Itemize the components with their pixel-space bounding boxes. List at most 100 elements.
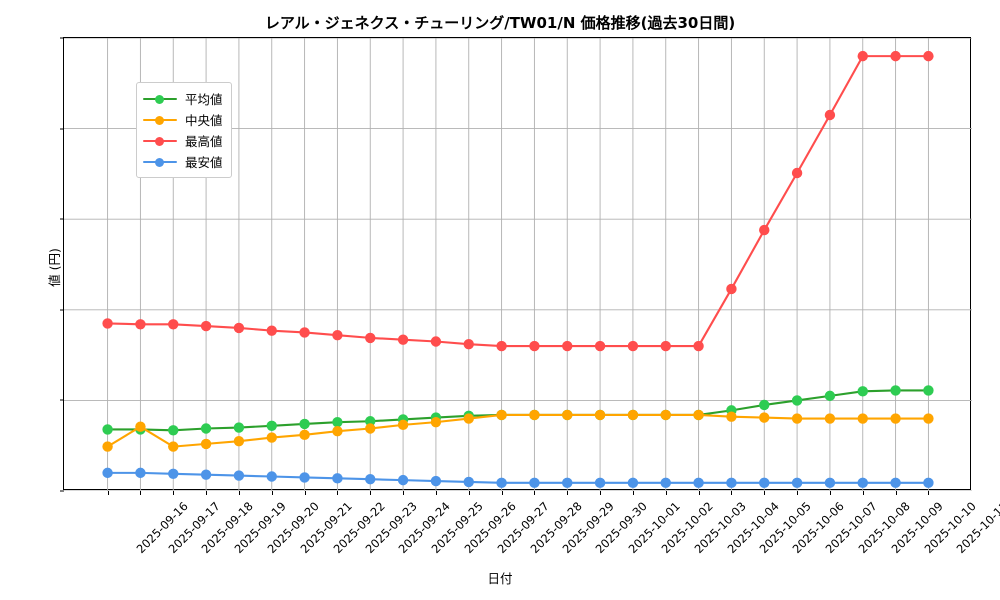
legend-label: 最安値 (185, 155, 223, 170)
x-tick-mark (665, 491, 667, 495)
x-tick-mark (206, 491, 208, 495)
x-tick-mark (107, 491, 109, 495)
series-marker-1 (660, 409, 671, 421)
series-marker-3 (791, 477, 803, 489)
x-tick-mark (337, 491, 339, 495)
series-marker-3 (726, 477, 737, 489)
series-line-0 (106, 389, 930, 432)
x-tick-mark (370, 491, 372, 495)
legend-item-2[interactable]: 最高値 (143, 130, 223, 151)
legend-swatch-icon (143, 134, 177, 148)
series-marker-2 (200, 320, 212, 332)
y-tick-mark (60, 490, 64, 492)
series-marker-0 (824, 390, 836, 402)
series-marker-1 (857, 413, 868, 424)
series-marker-3 (299, 472, 310, 483)
series-marker-2 (562, 340, 573, 352)
series-marker-1 (332, 426, 343, 437)
legend-item-0[interactable]: 平均値 (143, 88, 223, 109)
series-marker-1 (562, 409, 573, 421)
series-marker-2 (299, 327, 310, 338)
series-marker-2 (693, 340, 704, 352)
series-marker-1 (594, 409, 606, 421)
series-marker-2 (463, 339, 474, 350)
series-marker-2 (102, 318, 113, 329)
y-tick-mark (60, 218, 64, 220)
x-tick-mark (600, 491, 602, 495)
legend-label: 平均値 (185, 92, 223, 107)
legend-label: 最高値 (185, 134, 223, 149)
series-marker-3 (923, 477, 934, 489)
series-marker-0 (759, 399, 770, 411)
series-marker-0 (200, 423, 212, 434)
x-tick-mark (304, 491, 306, 495)
legend-swatch-icon (143, 155, 177, 169)
series-marker-0 (233, 422, 245, 433)
series-marker-3 (660, 477, 671, 489)
series-marker-3 (397, 474, 409, 486)
series-marker-3 (135, 467, 146, 479)
series-marker-2 (365, 332, 376, 344)
series-marker-0 (168, 425, 179, 436)
x-tick-mark (829, 491, 831, 495)
series-marker-3 (759, 477, 770, 489)
series-marker-3 (890, 477, 901, 489)
series-marker-2 (430, 336, 442, 347)
series-marker-3 (857, 477, 868, 489)
x-tick-mark (698, 491, 700, 495)
x-tick-mark (173, 491, 175, 495)
series-marker-3 (594, 477, 606, 489)
series-marker-3 (332, 473, 343, 484)
series-marker-3 (627, 477, 639, 489)
series-marker-2 (890, 50, 901, 62)
x-tick-mark (731, 491, 733, 495)
series-marker-3 (562, 477, 573, 489)
series-marker-1 (791, 413, 803, 424)
legend-swatch-icon (143, 113, 177, 127)
x-tick-mark (271, 491, 273, 495)
x-tick-mark (534, 491, 536, 495)
series-marker-2 (266, 325, 277, 336)
x-tick-mark (797, 491, 799, 495)
series-marker-1 (890, 413, 901, 424)
series-marker-3 (102, 467, 113, 479)
series-marker-3 (824, 477, 836, 489)
x-tick-mark (928, 491, 930, 495)
x-tick-mark (403, 491, 405, 495)
series-marker-0 (102, 424, 113, 435)
chart-legend: 平均値中央値最高値最安値 (136, 82, 232, 178)
series-marker-1 (496, 409, 507, 421)
series-marker-1 (135, 421, 146, 432)
legend-dot-icon (155, 136, 164, 146)
series-marker-3 (496, 477, 507, 489)
series-line-2 (106, 55, 930, 348)
series-line-1 (106, 413, 930, 448)
series-marker-3 (693, 477, 704, 489)
series-marker-2 (397, 334, 409, 345)
series-marker-2 (529, 340, 540, 352)
x-tick-mark (764, 491, 766, 495)
series-marker-2 (233, 322, 245, 334)
y-tick-mark (60, 37, 64, 39)
series-marker-3 (233, 470, 245, 481)
legend-label: 中央値 (185, 113, 223, 128)
legend-item-1[interactable]: 中央値 (143, 109, 223, 130)
y-axis-label: 値 (円) (46, 248, 62, 287)
x-tick-mark (501, 491, 503, 495)
series-marker-0 (266, 420, 277, 431)
chart-title: レアル・ジェネクス・チューリング/TW01/N 価格推移(過去30日間) (264, 14, 736, 32)
series-marker-1 (233, 435, 245, 447)
series-marker-2 (332, 329, 343, 341)
series-marker-0 (857, 386, 868, 397)
x-tick-mark (632, 491, 634, 495)
legend-dot-icon (155, 115, 164, 125)
series-marker-3 (463, 476, 474, 488)
plot-svg (64, 38, 972, 491)
y-tick-mark (60, 399, 64, 401)
x-axis-label: 日付 (487, 571, 513, 586)
series-marker-1 (397, 419, 409, 431)
series-marker-1 (430, 416, 442, 428)
series-marker-1 (168, 441, 179, 452)
legend-item-3[interactable]: 最安値 (143, 151, 223, 172)
